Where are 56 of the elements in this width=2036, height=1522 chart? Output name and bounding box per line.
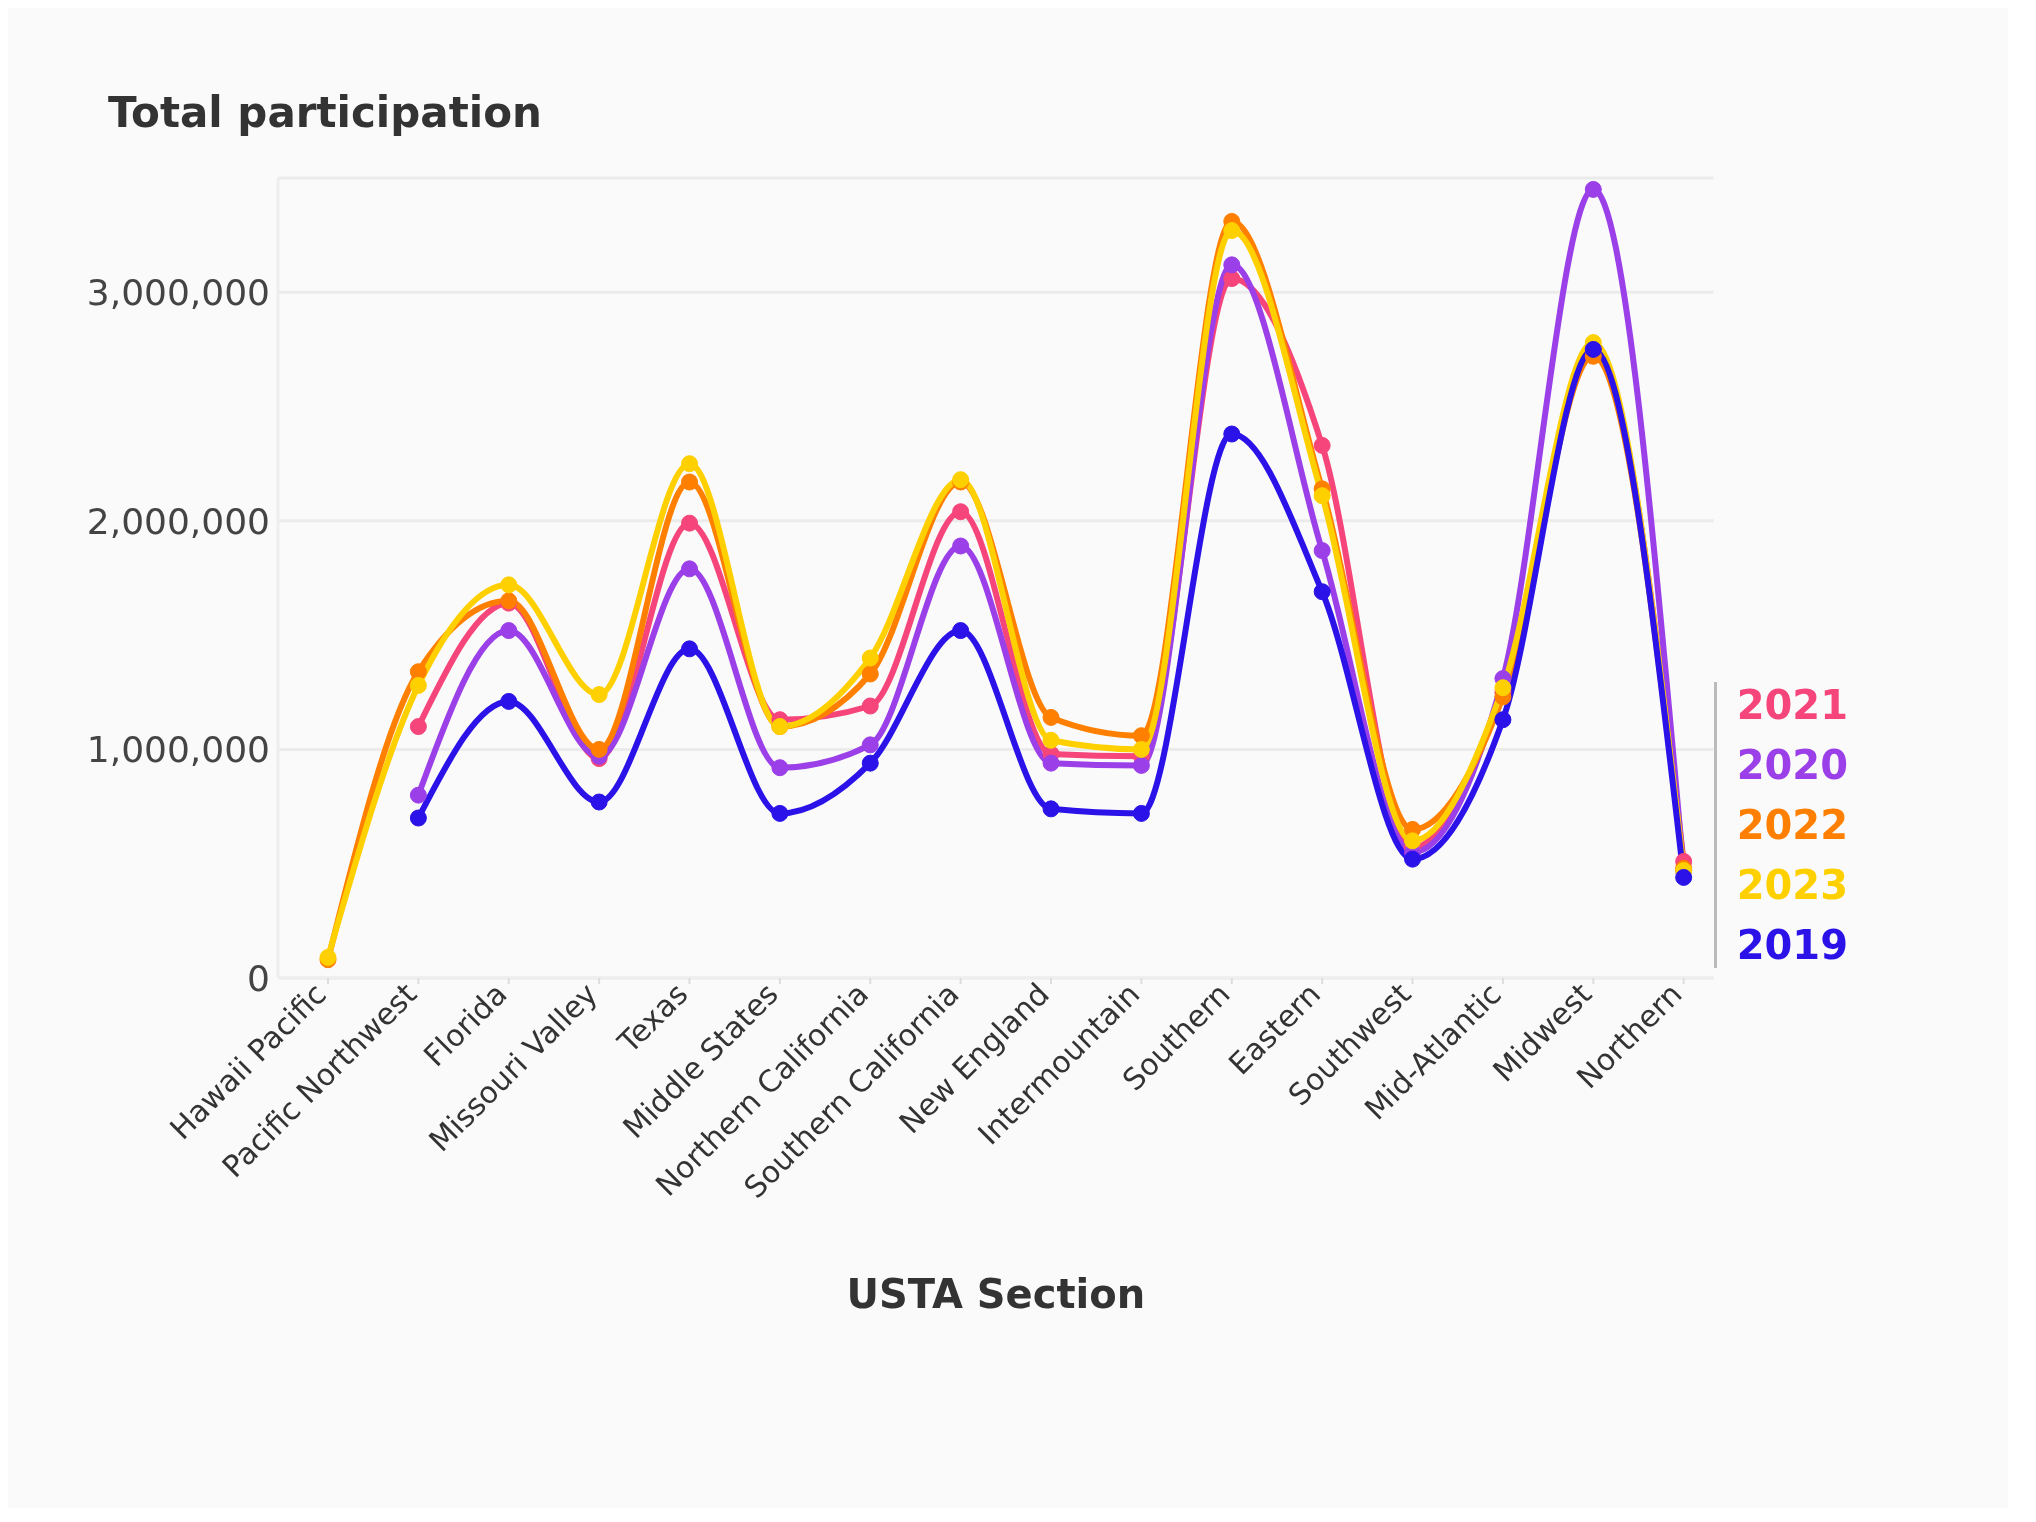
point <box>1223 222 1241 240</box>
point <box>681 455 699 473</box>
point <box>681 473 699 491</box>
point <box>1313 583 1331 601</box>
point <box>952 622 970 640</box>
point <box>1494 679 1512 697</box>
point <box>1313 487 1331 505</box>
point <box>771 804 789 822</box>
point <box>1223 425 1241 443</box>
point <box>409 809 427 827</box>
x-axis-title: USTA Section <box>846 1271 1146 1317</box>
chart-title: Total participation <box>108 88 542 137</box>
series-label: 2019 <box>1736 922 1848 968</box>
point <box>1042 708 1060 726</box>
y-tick-label: 2,000,000 <box>86 500 270 542</box>
series-label: 2020 <box>1736 742 1848 788</box>
point <box>861 665 879 683</box>
point <box>1042 731 1060 749</box>
point <box>1494 711 1512 729</box>
series-label: 2021 <box>1736 682 1848 728</box>
series-label: 2022 <box>1736 802 1848 848</box>
point <box>861 697 879 715</box>
point <box>500 576 518 594</box>
point <box>1042 800 1060 818</box>
point <box>1132 756 1150 774</box>
point <box>861 649 879 667</box>
point <box>1223 256 1241 274</box>
point <box>409 786 427 804</box>
point <box>1042 754 1060 772</box>
point <box>952 503 970 521</box>
point <box>861 736 879 754</box>
point <box>1404 850 1422 868</box>
point <box>590 793 608 811</box>
point <box>1313 542 1331 560</box>
point <box>861 754 879 772</box>
point <box>681 514 699 532</box>
point <box>590 686 608 704</box>
point <box>952 537 970 555</box>
point <box>681 640 699 658</box>
point <box>1132 740 1150 758</box>
series-label: 2023 <box>1736 862 1848 908</box>
y-tick-label: 3,000,000 <box>86 272 270 314</box>
point <box>1132 804 1150 822</box>
point <box>1584 180 1602 198</box>
point <box>1404 832 1422 850</box>
point <box>681 560 699 578</box>
point <box>1313 436 1331 454</box>
point <box>409 718 427 736</box>
point <box>1675 868 1693 886</box>
point <box>771 759 789 777</box>
point <box>409 676 427 694</box>
point <box>500 692 518 710</box>
y-tick-label: 1,000,000 <box>86 729 270 771</box>
point <box>1223 270 1241 288</box>
point <box>500 622 518 640</box>
point <box>590 740 608 758</box>
